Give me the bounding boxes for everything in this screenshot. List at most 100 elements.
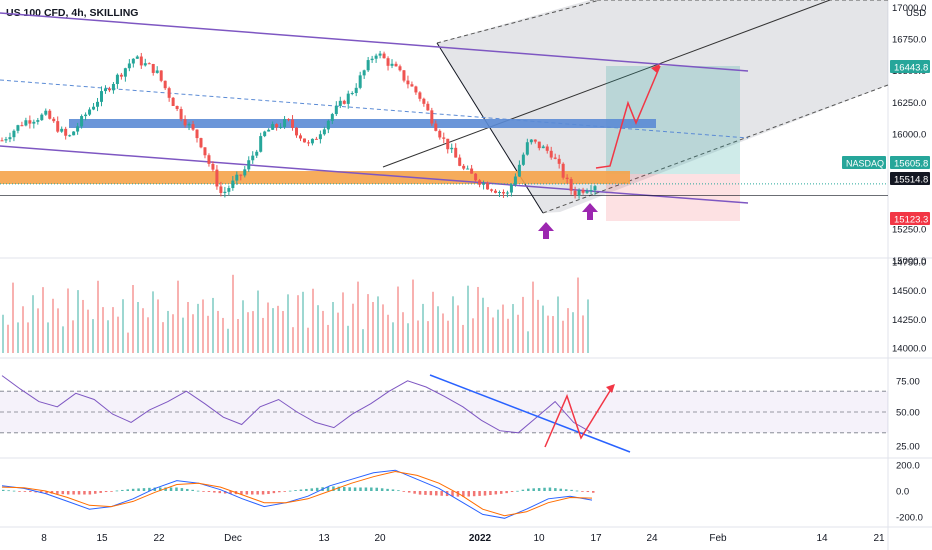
- candle-body: [529, 139, 533, 143]
- price-badge-label-bg: [842, 156, 886, 169]
- candle-body: [577, 190, 581, 196]
- price-axis-tick: 14750.0: [892, 258, 926, 269]
- candle-body: [330, 114, 334, 121]
- candle-body: [16, 125, 20, 131]
- candle-body: [44, 110, 48, 115]
- candle-body: [223, 191, 227, 193]
- volume-bar: [152, 291, 154, 353]
- macd-histogram-bar: [315, 487, 319, 491]
- macd-histogram-bar: [429, 491, 433, 496]
- candle-body: [32, 121, 36, 124]
- candle-body: [119, 74, 123, 77]
- candle-body: [342, 100, 346, 104]
- candle-body: [107, 88, 111, 91]
- candle-body: [211, 163, 215, 170]
- candle-body: [358, 75, 362, 88]
- candle-body: [553, 157, 557, 159]
- candle-body: [195, 129, 199, 139]
- volume-bar: [82, 299, 84, 353]
- candle-body: [84, 114, 88, 117]
- volume-bar: [212, 297, 214, 353]
- candle-body: [414, 86, 418, 93]
- volume-bar: [92, 319, 94, 353]
- candle-body: [80, 116, 84, 127]
- candle-body: [478, 180, 482, 185]
- candle-body: [183, 119, 187, 126]
- macd-histogram-bar: [39, 491, 43, 493]
- time-axis-tick: 8: [41, 533, 47, 544]
- candle-body: [338, 100, 342, 106]
- volume-bar: [267, 302, 269, 353]
- macd-histogram-bar: [462, 491, 465, 497]
- macd-histogram-bar: [29, 491, 32, 493]
- candle-body: [139, 56, 143, 66]
- candle-body: [561, 163, 565, 178]
- volume-bar: [532, 281, 534, 353]
- macd-histogram-bar: [288, 490, 292, 492]
- candle-body: [382, 53, 386, 59]
- volume-bar: [352, 303, 354, 353]
- candle-body: [187, 124, 191, 126]
- candle-body: [458, 157, 462, 166]
- volume-bar: [157, 299, 159, 353]
- price-axis-tick: 16750.0: [892, 35, 926, 46]
- macd-histogram-bar: [337, 486, 341, 491]
- volume-bar: [497, 309, 499, 353]
- candle-body: [482, 183, 486, 185]
- volume-bar: [127, 332, 129, 353]
- candle-body: [422, 98, 426, 104]
- macd-histogram-bar: [245, 491, 249, 495]
- candle-body: [64, 128, 68, 136]
- volume-bar: [392, 322, 394, 353]
- candle-body: [513, 176, 517, 185]
- volume-bar: [162, 322, 164, 353]
- candle-body: [517, 164, 521, 177]
- candle-body: [263, 131, 267, 137]
- volume-bar: [542, 305, 544, 353]
- macd-histogram-bar: [554, 488, 557, 491]
- volume-bar: [312, 288, 314, 353]
- volume-bar: [382, 304, 384, 353]
- volume-bar: [72, 320, 74, 353]
- volume-bar: [17, 322, 19, 353]
- macd-histogram-bar: [494, 491, 498, 495]
- volume-bar: [107, 320, 109, 353]
- macd-histogram-bar: [570, 489, 573, 491]
- price-axis-tick: 15250.0: [892, 225, 926, 236]
- volume-bar: [247, 312, 249, 353]
- volume-bar: [547, 315, 549, 353]
- time-axis-tick: Feb: [709, 533, 727, 544]
- candle-body: [569, 179, 573, 191]
- volume-bar: [252, 311, 254, 353]
- candle-body: [243, 169, 247, 176]
- candle-body: [279, 126, 283, 128]
- macd-histogram-bar: [353, 487, 357, 491]
- candle-body: [402, 70, 406, 81]
- macd-histogram-bar: [153, 487, 157, 491]
- macd-histogram-bar: [532, 488, 535, 491]
- rsi-projection-arrow: [544, 385, 614, 448]
- price-badge-value: 15605.8: [894, 159, 928, 170]
- volume-bar: [2, 314, 4, 353]
- channel-lower: [0, 145, 749, 204]
- macd-histogram-bar: [261, 491, 265, 495]
- candle-body: [52, 118, 56, 122]
- macd-histogram-bar: [343, 487, 346, 491]
- macd-histogram-bar: [213, 491, 216, 493]
- macd-histogram-bar: [131, 488, 135, 491]
- candle-body: [291, 119, 295, 128]
- macd-axis-tick: 200.0: [896, 461, 920, 472]
- candle-body: [287, 119, 291, 121]
- macd-line: [1, 469, 593, 519]
- candle-body: [24, 120, 28, 126]
- volume-bar: [307, 327, 309, 353]
- time-axis-tick: 24: [646, 533, 658, 544]
- volume-bar: [567, 308, 569, 353]
- candle-body: [56, 121, 60, 132]
- time-axis-tick: 2022: [469, 533, 492, 544]
- rsi-line: [1, 375, 593, 434]
- candle-body: [525, 142, 529, 155]
- candle-body: [302, 138, 306, 143]
- volume-bar: [372, 302, 374, 353]
